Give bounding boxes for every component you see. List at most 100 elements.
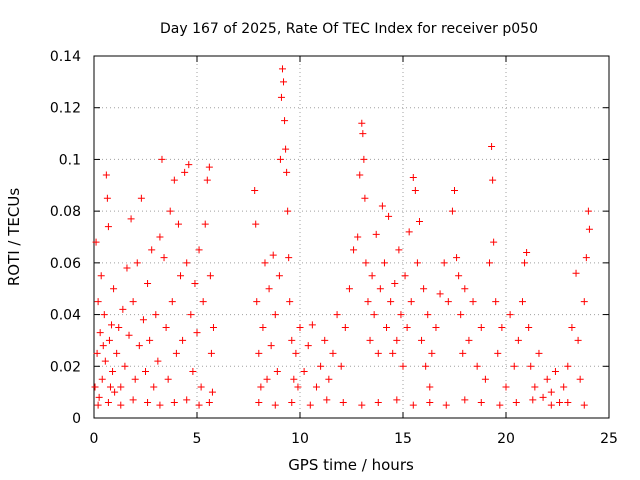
data-point [102,171,110,179]
data-point [191,280,199,288]
data-point [94,401,102,409]
data-point [160,254,168,262]
data-point [94,298,102,306]
data-point [104,398,112,406]
data-point [177,272,185,280]
data-point [395,246,403,254]
data-point [105,336,113,344]
data-point [409,401,417,409]
data-point [103,194,111,202]
data-point [121,362,129,370]
data-point [317,362,325,370]
data-point [360,155,368,163]
data-point [372,230,380,238]
data-point [387,298,395,306]
data-point [576,375,584,383]
data-point [572,269,580,277]
data-point [364,298,372,306]
x-axis-label: GPS time / hours [288,456,414,474]
data-point [366,336,374,344]
data-point [374,349,382,357]
data-point [101,357,109,365]
data-point [323,396,331,404]
data-point [350,246,358,254]
data-point [442,401,450,409]
data-point [461,396,469,404]
data-point [267,342,275,350]
data-point [255,398,263,406]
data-point [506,311,514,319]
data-point [207,349,215,357]
data-point [585,225,593,233]
data-point [518,298,526,306]
data-point [409,174,417,182]
data-point [473,362,481,370]
data-point [584,207,592,215]
data-point [415,217,423,225]
data-point [179,336,187,344]
data-point [527,362,535,370]
data-point [199,298,207,306]
data-point [486,259,494,267]
data-point [436,290,444,298]
data-point [358,119,366,127]
data-point [448,207,456,215]
data-point [273,367,281,375]
data-point [133,259,141,267]
data-point [453,254,461,262]
data-point [393,336,401,344]
data-point [329,349,337,357]
data-point [91,383,99,391]
data-point [490,238,498,246]
data-point [362,259,370,267]
y-tick-label: 0.1 [59,152,81,168]
x-tick-label: 5 [193,431,202,447]
data-point [420,285,428,293]
data-point [261,259,269,267]
data-point [259,324,267,331]
data-point [275,272,283,280]
data-point [461,285,469,293]
data-point [193,329,201,337]
data-point [109,367,117,375]
data-point [209,324,217,331]
data-point [131,375,139,383]
data-point [203,176,211,184]
data-point [407,298,415,306]
data-point [154,357,162,365]
data-point [183,396,191,404]
y-axis-label: ROTI / TECUs [5,188,23,286]
data-point [269,251,277,259]
data-point [286,298,294,306]
data-point [123,264,131,272]
data-point [339,398,347,406]
y-tick-labels: 0 0.02 0.04 0.06 0.08 0.1 0.12 0.14 [50,49,81,427]
data-point [418,336,426,344]
data-point [252,220,260,228]
data-point [401,272,409,280]
data-point [150,383,158,391]
data-point [99,342,107,350]
data-point [156,401,164,409]
data-point [205,398,213,406]
data-point [399,362,407,370]
y-tick-label: 0.06 [50,256,81,272]
x-tick-label: 25 [600,431,618,447]
data-point [492,298,500,306]
data-point [312,383,320,391]
data-point [368,272,376,280]
data-point [564,398,572,406]
data-point [488,143,496,150]
data-point [257,383,265,391]
data-point [393,396,401,404]
data-point [294,383,302,391]
data-point [288,398,296,406]
grid [94,56,609,418]
x-tick-label: 0 [90,431,99,447]
data-point [170,176,178,184]
data-point [383,324,391,331]
data-point [514,336,522,344]
data-point [481,375,489,383]
data-point [278,65,286,73]
data-point [391,280,399,288]
